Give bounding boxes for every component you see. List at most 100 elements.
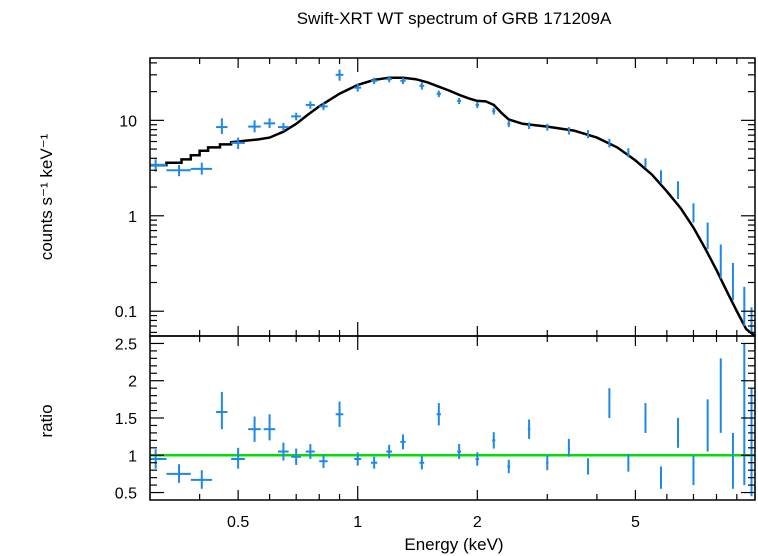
data-point bbox=[419, 82, 425, 90]
ratio-point bbox=[457, 444, 462, 459]
bottom-panel-frame bbox=[149, 335, 756, 501]
data-point bbox=[743, 286, 746, 327]
ratio-point bbox=[263, 414, 276, 441]
ratio-point bbox=[627, 453, 630, 472]
model-layer bbox=[150, 76, 756, 337]
data-points-layer bbox=[150, 69, 753, 333]
data-point bbox=[660, 170, 663, 184]
data-point bbox=[731, 263, 734, 301]
model-curve bbox=[150, 76, 756, 337]
ratio-point bbox=[660, 466, 663, 489]
ratio-point bbox=[750, 388, 753, 497]
y-tick-label: 1 bbox=[128, 448, 137, 465]
data-point bbox=[278, 122, 289, 132]
y-tick-label: 2 bbox=[128, 374, 137, 391]
ratio-point bbox=[475, 452, 480, 466]
x-tick-label: 5 bbox=[631, 514, 640, 531]
data-point bbox=[216, 118, 228, 134]
data-point bbox=[371, 77, 378, 85]
data-point bbox=[608, 138, 611, 148]
data-point bbox=[190, 162, 213, 175]
y-tick-labels-bottom: 0.5 1 1.5 2 2.5 bbox=[115, 336, 137, 502]
ratio-point bbox=[706, 399, 709, 452]
ratio-point bbox=[371, 456, 378, 469]
data-point bbox=[546, 123, 549, 131]
y-tick-label: 1.5 bbox=[115, 411, 137, 428]
ratio-point bbox=[743, 343, 746, 486]
top-panel-frame bbox=[149, 57, 756, 337]
y-axis-label-bottom: ratio bbox=[37, 404, 56, 437]
ratio-point bbox=[719, 358, 722, 433]
ratio-point bbox=[692, 455, 695, 486]
ratio-point bbox=[354, 452, 362, 466]
data-point bbox=[677, 181, 680, 199]
ratio-point bbox=[278, 442, 289, 461]
ratio-point bbox=[231, 447, 245, 469]
data-point bbox=[706, 222, 709, 249]
ratio-point bbox=[305, 444, 315, 459]
data-point bbox=[692, 203, 695, 223]
data-point bbox=[457, 97, 462, 105]
ratio-point bbox=[386, 444, 393, 459]
data-point bbox=[263, 118, 276, 129]
y-tick-labels-top: 0.1 1 10 bbox=[115, 113, 137, 321]
data-point bbox=[436, 90, 441, 98]
y-tick-label: 2.5 bbox=[115, 336, 137, 353]
ratio-point bbox=[492, 432, 496, 449]
data-point bbox=[335, 69, 344, 81]
ratio-point bbox=[419, 456, 425, 470]
ratio-point bbox=[527, 419, 531, 439]
data-point bbox=[248, 120, 261, 133]
x-tick-label: 2 bbox=[473, 514, 482, 531]
top-panel bbox=[149, 57, 756, 337]
data-point bbox=[507, 120, 511, 128]
ratio-point bbox=[319, 454, 328, 468]
data-point bbox=[386, 76, 393, 83]
x-tick-label: 0.5 bbox=[227, 514, 249, 531]
y-tick-label: 1 bbox=[128, 209, 137, 226]
data-point bbox=[319, 102, 328, 111]
ratio-point bbox=[587, 458, 590, 475]
data-point bbox=[400, 77, 406, 85]
ratio-point bbox=[400, 434, 406, 450]
data-point bbox=[150, 159, 167, 172]
ratio-point bbox=[166, 464, 191, 483]
data-point bbox=[587, 130, 590, 139]
data-point bbox=[644, 158, 647, 168]
ratio-points-layer bbox=[150, 343, 753, 497]
x-tick-labels: 0.5 1 2 5 bbox=[227, 514, 640, 531]
data-point bbox=[492, 107, 496, 115]
data-point bbox=[166, 165, 191, 177]
data-point bbox=[291, 112, 302, 121]
ratio-point bbox=[248, 416, 261, 442]
data-point bbox=[231, 137, 245, 150]
bottom-panel-ticks bbox=[149, 336, 756, 500]
ratio-point bbox=[546, 455, 549, 471]
y-axis-label-top: counts s⁻¹ keV⁻¹ bbox=[37, 133, 56, 260]
ratio-point bbox=[677, 418, 680, 448]
ratio-point bbox=[291, 448, 302, 465]
data-point bbox=[627, 148, 630, 158]
top-panel-ticks bbox=[149, 58, 756, 336]
ratio-point bbox=[507, 459, 511, 474]
ratio-point bbox=[335, 401, 344, 427]
data-point bbox=[719, 244, 722, 279]
data-point bbox=[475, 101, 480, 109]
chart-title: Swift-XRT WT spectrum of GRB 171209A bbox=[297, 9, 612, 28]
y-tick-label: 0.1 bbox=[115, 304, 137, 321]
y-tick-label: 0.5 bbox=[115, 486, 137, 503]
ratio-point bbox=[150, 449, 167, 469]
data-point bbox=[305, 101, 315, 109]
ratio-point bbox=[216, 391, 228, 430]
data-point bbox=[567, 127, 570, 135]
ratio-point bbox=[608, 388, 611, 418]
data-point bbox=[354, 84, 362, 92]
ratio-point bbox=[190, 470, 213, 489]
y-tick-label: 10 bbox=[119, 113, 137, 130]
x-axis-label: Energy (keV) bbox=[404, 535, 503, 554]
ratio-point bbox=[436, 403, 441, 426]
x-tick-label: 1 bbox=[353, 514, 362, 531]
ratio-point bbox=[644, 403, 647, 433]
ratio-point bbox=[567, 438, 570, 457]
